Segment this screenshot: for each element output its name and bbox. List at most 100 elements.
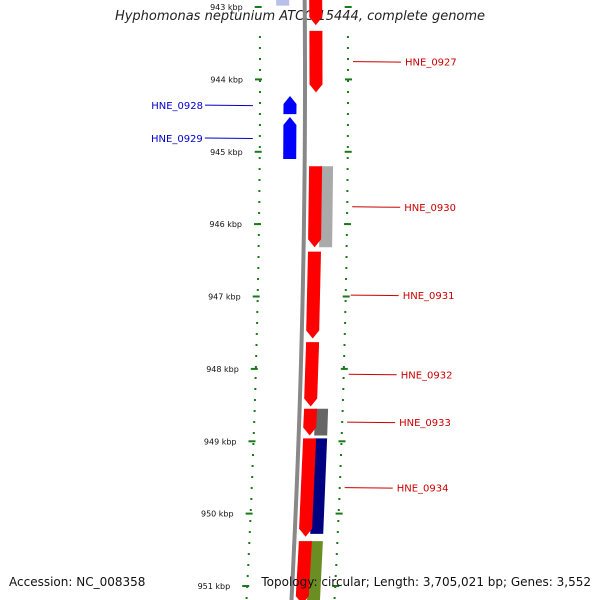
tick-dot	[256, 311, 259, 313]
feature-block	[319, 166, 334, 248]
tick-dot	[339, 465, 342, 467]
topology-summary: Topology: circular; Length: 3,705,021 bp…	[261, 575, 591, 589]
tick-dot	[344, 300, 347, 302]
gene-track	[283, 0, 323, 600]
inner-tick-dots	[333, 36, 349, 599]
label-leader	[344, 487, 393, 489]
tick-dot	[251, 465, 254, 467]
gene-arrow[interactable]	[283, 117, 297, 159]
tick-dot	[340, 432, 343, 434]
gene-arrow[interactable]	[308, 166, 323, 248]
gene-label[interactable]: HNE_0929	[151, 134, 203, 145]
tick-dot	[345, 278, 347, 280]
tick-dot	[347, 102, 349, 104]
tick-dot	[336, 542, 339, 544]
label-leader	[347, 421, 396, 424]
label-leader	[204, 104, 254, 107]
tick-dot	[337, 520, 340, 522]
tick-dot	[347, 69, 349, 71]
gene-label[interactable]: HNE_0928	[151, 101, 203, 112]
tick-dot	[247, 564, 250, 566]
gene-arrow[interactable]	[295, 541, 312, 600]
tick-dot	[254, 366, 257, 368]
tick-mark-right	[345, 78, 352, 81]
tick-mark-right	[344, 223, 351, 226]
tick-dot	[344, 289, 347, 291]
tick-dot	[254, 388, 257, 390]
tick-dot	[258, 157, 261, 159]
tick-dot	[258, 168, 261, 170]
gene-label[interactable]: HNE_0932	[401, 370, 453, 381]
gene-arrow[interactable]	[309, 0, 323, 26]
tick-dot	[338, 487, 341, 489]
tick-dot	[259, 80, 261, 82]
tick-dot	[342, 388, 345, 390]
tick-dot	[255, 355, 258, 357]
gene-arrow[interactable]	[309, 30, 323, 93]
tick-dot	[346, 157, 349, 159]
tick-mark-left	[254, 150, 262, 153]
gene-arrow[interactable]	[303, 408, 318, 436]
tick-dot	[344, 322, 347, 324]
tick-dot	[254, 377, 257, 379]
tick-dot	[259, 102, 261, 104]
label-leader	[350, 294, 399, 297]
tick-dot	[250, 498, 253, 500]
gene-arrow[interactable]	[306, 251, 321, 339]
tick-dot	[347, 58, 349, 60]
tick-dot	[346, 212, 349, 214]
tick-label: 950 kbp	[201, 510, 234, 519]
gene-label[interactable]: HNE_0931	[403, 291, 455, 302]
gene-arrow[interactable]	[304, 342, 320, 407]
tick-label: 949 kbp	[204, 437, 237, 446]
tick-dot	[341, 410, 344, 412]
tick-dot	[346, 36, 349, 38]
tick-mark-left	[254, 223, 261, 226]
tick-mark-left	[255, 78, 262, 81]
tick-mark-left	[250, 367, 258, 370]
tick-dot	[253, 399, 256, 401]
tick-label: 946 kbp	[209, 220, 242, 229]
gene-label[interactable]: HNE_0927	[405, 58, 457, 69]
tick-dot	[250, 487, 253, 489]
tick-dot	[256, 289, 259, 291]
label-leader	[352, 206, 401, 208]
tick-dot	[252, 443, 255, 445]
tick-dot	[251, 476, 254, 478]
gene-arrow[interactable]	[283, 96, 297, 115]
tick-mark-right	[338, 440, 346, 443]
tick-dot	[345, 256, 348, 258]
tick-mark-left	[248, 440, 256, 443]
tick-dot	[252, 432, 255, 434]
tick-dot	[341, 421, 344, 423]
tick-dot	[257, 267, 260, 269]
label-leader	[204, 137, 253, 139]
tick-dot	[255, 344, 258, 346]
tick-dot	[343, 344, 346, 346]
tick-dot	[335, 564, 338, 566]
feature-block	[276, 0, 290, 6]
tick-dot	[334, 575, 337, 577]
tick-dot	[258, 124, 261, 126]
tick-mark-left	[252, 295, 260, 298]
tick-dot	[257, 234, 260, 236]
tick-label: 948 kbp	[206, 365, 239, 374]
tick-dot	[256, 300, 259, 302]
tick-label: 951 kbp	[198, 582, 231, 591]
tick-dot	[252, 454, 254, 456]
gene-label[interactable]: HNE_0930	[404, 203, 456, 214]
tick-dot	[345, 234, 348, 236]
gene-arrow[interactable]	[299, 438, 317, 537]
tick-dot	[338, 498, 341, 500]
tick-dot	[258, 179, 261, 181]
kbp-tick-marks: 943 kbp 944 kbp 945 kbp 946 kbp 947 kbp 948 k…	[198, 3, 352, 591]
gene-label[interactable]: HNE_0934	[397, 484, 449, 495]
tick-dot	[346, 146, 349, 148]
tick-dot	[245, 597, 248, 599]
tick-dot	[345, 267, 348, 269]
gene-label[interactable]: HNE_0933	[399, 418, 451, 429]
tick-dot	[346, 113, 349, 115]
tick-dot	[256, 322, 259, 324]
tick-dot	[255, 333, 258, 335]
